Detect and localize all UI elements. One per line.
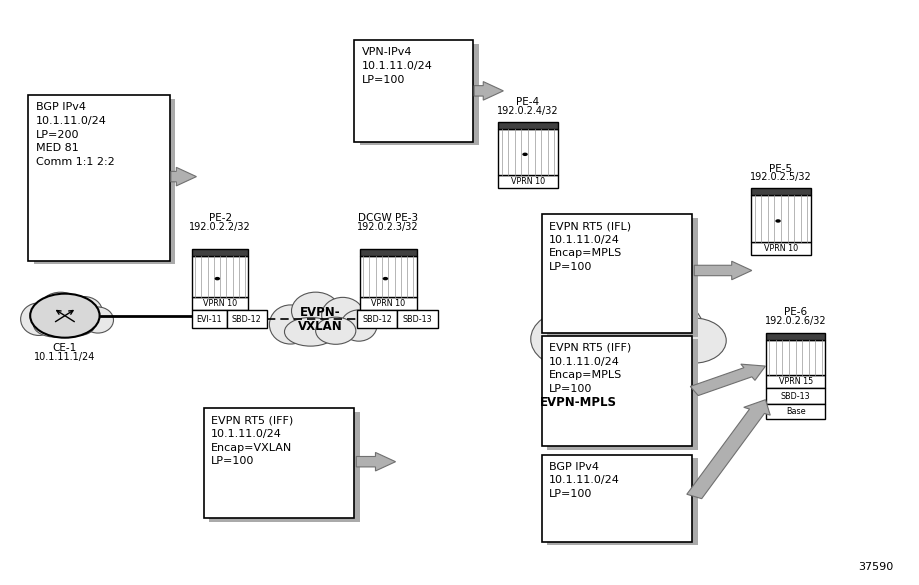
Circle shape xyxy=(522,153,528,156)
Ellipse shape xyxy=(558,329,653,370)
Text: SBD-12: SBD-12 xyxy=(362,315,392,324)
Text: EVPN-
VXLAN: EVPN- VXLAN xyxy=(299,306,343,333)
Text: EVI-11: EVI-11 xyxy=(197,315,222,324)
Bar xyxy=(498,176,558,188)
FancyArrow shape xyxy=(694,261,752,280)
Bar xyxy=(541,214,692,333)
Ellipse shape xyxy=(82,307,113,333)
Bar xyxy=(498,129,558,175)
FancyArrow shape xyxy=(686,400,770,498)
Circle shape xyxy=(382,277,388,280)
Bar xyxy=(192,297,248,310)
Text: PE-4: PE-4 xyxy=(516,97,539,107)
Text: 192.0.2.3/32: 192.0.2.3/32 xyxy=(357,222,419,232)
Ellipse shape xyxy=(285,318,336,346)
Text: 192.0.2.4/32: 192.0.2.4/32 xyxy=(497,106,559,116)
Circle shape xyxy=(215,277,220,280)
Circle shape xyxy=(30,294,99,338)
Text: SBD-12: SBD-12 xyxy=(232,315,262,324)
Text: VPRN 15: VPRN 15 xyxy=(778,377,812,386)
Bar xyxy=(766,340,825,376)
Text: EVPN-MPLS: EVPN-MPLS xyxy=(539,396,617,409)
Bar xyxy=(360,44,479,145)
Bar xyxy=(541,336,692,446)
Text: VPRN 10: VPRN 10 xyxy=(764,244,798,253)
Ellipse shape xyxy=(315,317,356,345)
Bar xyxy=(547,218,698,336)
FancyArrow shape xyxy=(357,452,395,471)
FancyArrow shape xyxy=(474,81,504,100)
Text: VPRN 10: VPRN 10 xyxy=(203,299,237,308)
Text: VPRN 10: VPRN 10 xyxy=(371,299,405,308)
Bar xyxy=(192,249,248,256)
Text: VPRN 10: VPRN 10 xyxy=(511,177,545,187)
Bar xyxy=(227,310,267,328)
Ellipse shape xyxy=(61,313,96,336)
Bar xyxy=(547,458,698,545)
Bar xyxy=(34,99,176,264)
Bar xyxy=(547,339,698,449)
Bar xyxy=(28,95,170,261)
Bar xyxy=(498,122,558,129)
Text: PE-6: PE-6 xyxy=(784,307,807,317)
Ellipse shape xyxy=(615,329,687,368)
Text: 10.1.11.1/24: 10.1.11.1/24 xyxy=(34,352,96,362)
Text: 37590: 37590 xyxy=(858,562,893,572)
Circle shape xyxy=(776,219,781,223)
Bar xyxy=(192,256,248,297)
Bar xyxy=(752,195,811,242)
FancyArrow shape xyxy=(690,364,766,395)
Text: VPN-IPv4
10.1.11.0/24
LP=100: VPN-IPv4 10.1.11.0/24 LP=100 xyxy=(362,47,433,85)
Bar xyxy=(355,40,473,142)
FancyArrow shape xyxy=(171,167,197,186)
Text: SBD-13: SBD-13 xyxy=(781,392,811,401)
Bar xyxy=(766,404,825,419)
Ellipse shape xyxy=(291,292,340,330)
Text: CE-1: CE-1 xyxy=(52,343,77,353)
Text: PE-2: PE-2 xyxy=(209,213,232,223)
Bar xyxy=(357,310,397,328)
Bar xyxy=(397,310,437,328)
Text: 192.0.2.2/32: 192.0.2.2/32 xyxy=(189,222,251,232)
Bar xyxy=(204,408,355,518)
Bar xyxy=(541,455,692,542)
Bar xyxy=(752,188,811,195)
Bar xyxy=(210,412,360,522)
Ellipse shape xyxy=(531,311,607,367)
Text: BGP IPv4
10.1.11.0/24
LP=100: BGP IPv4 10.1.11.0/24 LP=100 xyxy=(549,462,620,499)
Text: BGP IPv4
10.1.11.0/24
LP=200
MED 81
Comm 1:1 2:2: BGP IPv4 10.1.11.0/24 LP=200 MED 81 Comm… xyxy=(36,102,114,167)
Text: EVPN RT5 (IFL)
10.1.11.0/24
Encap=MPLS
LP=100: EVPN RT5 (IFL) 10.1.11.0/24 Encap=MPLS L… xyxy=(549,221,631,272)
Text: EVPN RT5 (IFF)
10.1.11.0/24
Encap=VXLAN
LP=100: EVPN RT5 (IFF) 10.1.11.0/24 Encap=VXLAN … xyxy=(211,415,293,466)
Text: Base: Base xyxy=(786,407,805,417)
Bar xyxy=(360,249,416,256)
Ellipse shape xyxy=(341,310,377,341)
Text: 192.0.2.5/32: 192.0.2.5/32 xyxy=(750,173,811,183)
Ellipse shape xyxy=(269,305,312,344)
Text: PE-5: PE-5 xyxy=(769,164,792,174)
Bar xyxy=(192,310,227,328)
Ellipse shape xyxy=(40,292,82,324)
Bar xyxy=(766,333,825,340)
Ellipse shape xyxy=(626,300,702,351)
Bar xyxy=(360,297,416,310)
Text: EVPN RT5 (IFF)
10.1.11.0/24
Encap=MPLS
LP=100: EVPN RT5 (IFF) 10.1.11.0/24 Encap=MPLS L… xyxy=(549,343,631,394)
Text: 192.0.2.6/32: 192.0.2.6/32 xyxy=(765,315,826,325)
Ellipse shape xyxy=(661,318,726,363)
Ellipse shape xyxy=(34,314,79,337)
Ellipse shape xyxy=(66,297,102,326)
Text: SBD-13: SBD-13 xyxy=(403,315,432,324)
Bar xyxy=(360,256,416,297)
Text: DCGW PE-3: DCGW PE-3 xyxy=(358,213,418,223)
Bar xyxy=(766,376,825,388)
Ellipse shape xyxy=(322,297,364,333)
Ellipse shape xyxy=(20,303,57,335)
Ellipse shape xyxy=(571,292,659,347)
Bar xyxy=(752,242,811,255)
Bar xyxy=(766,388,825,404)
